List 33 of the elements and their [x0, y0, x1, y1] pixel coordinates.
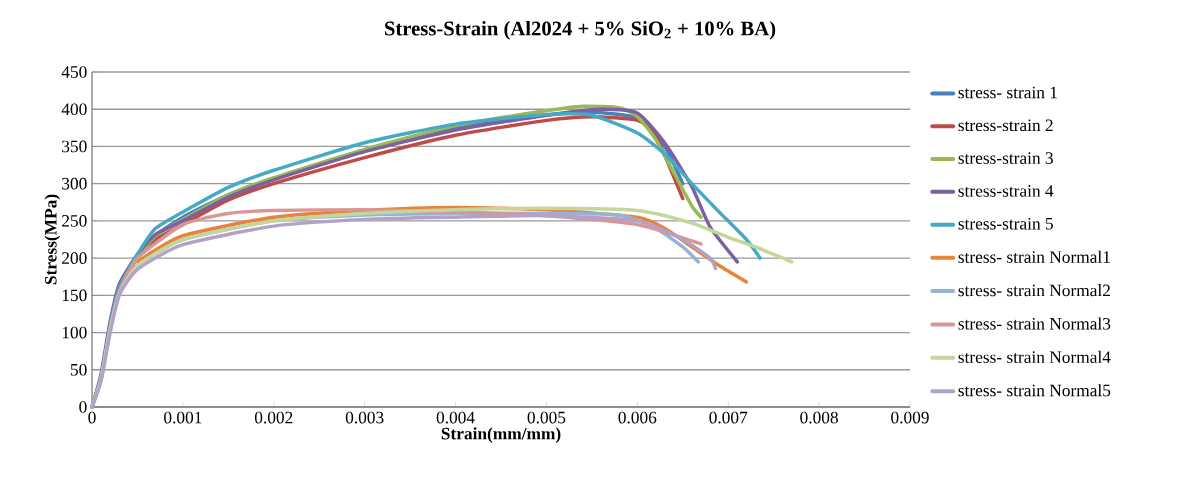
x-tick-label: 0.008: [800, 411, 838, 424]
legend-label: stress- strain Normal2: [958, 284, 1110, 297]
x-tick-label: 0.005: [527, 411, 566, 424]
x-tick-label: 0.003: [345, 411, 384, 424]
legend-label: stress- strain Normal5: [958, 384, 1111, 397]
x-tick-label: 0.001: [164, 411, 202, 424]
legend-label: stress-strain 5: [958, 217, 1053, 230]
chart-title: Stress-Strain (Al2024 + 5% SiO$_{2}$ + 10% BA): [385, 20, 776, 40]
y-tick-label: 250: [62, 215, 87, 227]
x-tick-label: 0.006: [618, 411, 657, 424]
x-tick-label: 0.009: [891, 411, 929, 424]
x-tick-label: 0.002: [254, 411, 293, 424]
x-tick-label: 0: [88, 411, 96, 424]
legend-label: stress- strain Normal1: [958, 250, 1110, 263]
y-axis-title: Stress(MPa): [44, 194, 61, 285]
y-tick-label: 100: [62, 326, 87, 339]
legend-label: stress-strain 4: [958, 185, 1054, 197]
y-tick-label: 400: [61, 103, 87, 116]
y-tick-label: 50: [70, 363, 87, 376]
y-tick-label: 300: [62, 177, 87, 190]
x-axis-title: Strain(mm/mm): [441, 427, 561, 443]
legend-label: stress- strain 1: [958, 86, 1057, 99]
y-tick-label: 150: [62, 289, 87, 302]
legend-label: stress-strain 3: [958, 152, 1053, 164]
x-tick-label: 0.004: [436, 411, 475, 424]
legend-label: stress-strain 2: [958, 119, 1053, 132]
y-tick-label: 0: [79, 401, 87, 413]
x-tick-label: 0.007: [709, 411, 748, 424]
legend-label: stress- strain Normal3: [958, 317, 1111, 330]
y-tick-label: 350: [62, 140, 87, 153]
y-tick-label: 450: [61, 66, 87, 78]
legend-label: stress- strain Normal4: [958, 350, 1111, 363]
y-tick-label: 200: [62, 252, 87, 264]
